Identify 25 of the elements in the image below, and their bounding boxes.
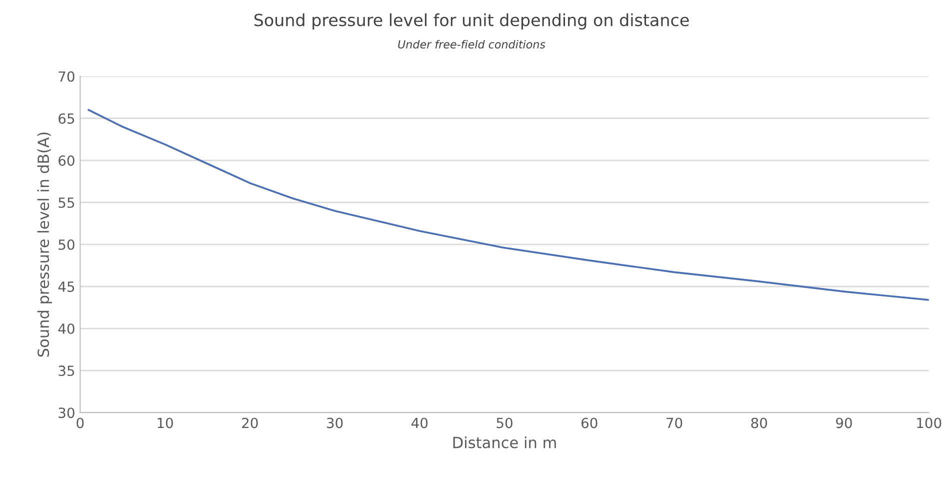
chart-subtitle: Under free-field conditions	[398, 40, 546, 49]
x-tick-label: 30	[326, 418, 343, 428]
y-tick-label: 55	[58, 198, 74, 208]
y-tick-label: 40	[58, 324, 74, 334]
x-axis-title: Distance in m	[453, 436, 556, 448]
y-tick-label: 45	[58, 282, 74, 292]
x-tick-label: 40	[411, 418, 428, 428]
y-axis-title: Sound pressure level in dB(A)	[37, 132, 52, 357]
y-tick-label: 30	[58, 408, 74, 418]
x-tick-label: 60	[582, 418, 598, 428]
y-tick-label: 60	[58, 155, 74, 166]
y-tick-label: 50	[58, 239, 74, 250]
x-tick-label: 80	[751, 418, 768, 428]
chart-title: Sound pressure level for unit depending on distance	[254, 13, 689, 30]
x-tick-label: 20	[242, 418, 258, 428]
x-tick-label: 0	[76, 418, 84, 428]
x-tick-label: 50	[496, 418, 512, 428]
x-tick-label: 70	[666, 418, 682, 428]
y-tick-label: 35	[58, 366, 74, 376]
y-tick-label: 65	[58, 113, 74, 124]
line-series	[88, 109, 929, 301]
y-tick-label: 70	[58, 71, 74, 82]
x-tick-label: 100	[917, 418, 942, 428]
x-tick-label: 90	[836, 418, 852, 428]
x-tick-label: 10	[158, 418, 173, 428]
